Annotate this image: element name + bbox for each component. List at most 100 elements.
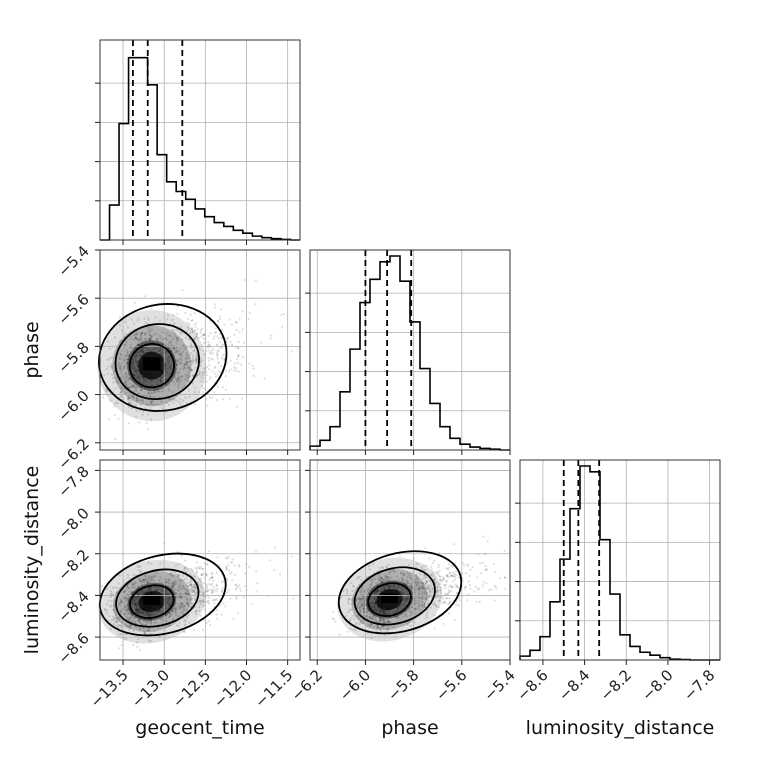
scatter-point	[448, 571, 451, 575]
scatter-point	[215, 398, 218, 402]
scatter-point	[332, 617, 335, 620]
scatter-point	[177, 384, 180, 387]
scatter-point	[133, 381, 136, 384]
scatter-point	[116, 380, 119, 383]
scatter-point	[134, 361, 137, 364]
scatter-point	[208, 343, 211, 346]
scatter-point	[177, 371, 180, 374]
scatter-point	[149, 400, 152, 403]
scatter-point	[235, 369, 238, 372]
scatter-point	[446, 575, 449, 578]
scatter-point	[117, 362, 121, 365]
scatter-point	[290, 555, 293, 558]
scatter-point	[137, 369, 140, 373]
scatter-point	[198, 372, 201, 375]
scatter-point	[207, 359, 210, 362]
scatter-point	[124, 380, 128, 383]
scatter-point	[141, 399, 144, 402]
scatter-point	[132, 643, 135, 647]
scatter-point	[454, 578, 457, 581]
scatter-point	[490, 588, 493, 591]
scatter-point	[164, 367, 167, 371]
scatter-point	[214, 365, 217, 368]
scatter-point	[126, 376, 129, 379]
histogram-phase	[309, 255, 510, 451]
scatter-point	[150, 380, 153, 383]
scatter-point	[216, 587, 219, 591]
scatter-point	[149, 379, 152, 382]
scatter-point	[192, 330, 195, 333]
scatter-point	[149, 333, 152, 336]
scatter-point	[140, 337, 143, 340]
scatter-point	[176, 313, 179, 316]
scatter-point	[457, 604, 460, 607]
scatter-point	[128, 401, 131, 404]
scatter-point	[158, 378, 161, 381]
scatter-point	[235, 587, 238, 590]
scatter-point	[201, 567, 204, 570]
scatter-point	[175, 346, 178, 349]
scatter-point	[145, 380, 148, 384]
scatter-point	[237, 355, 240, 358]
frames-layer	[99, 0, 760, 661]
scatter-point	[129, 344, 133, 347]
xtick-label-luminosity-distance-0: −8.6	[513, 666, 551, 704]
scatter-point	[176, 337, 179, 340]
scatter-point	[134, 387, 137, 390]
scatter-point	[217, 337, 220, 340]
scatter-point	[189, 352, 192, 355]
scatter-point	[148, 328, 151, 332]
scatter-point	[124, 380, 127, 384]
scatter-point	[480, 572, 483, 575]
scatter-point	[225, 340, 228, 343]
scatter-point	[130, 318, 133, 321]
scatter-point	[216, 373, 219, 376]
scatter-point	[176, 305, 179, 308]
scatter-point	[191, 374, 194, 377]
scatter-point	[229, 340, 232, 343]
scatter-point	[132, 358, 135, 361]
scatter-point	[235, 405, 238, 408]
scatter-point	[158, 334, 161, 337]
scatter-point	[186, 357, 189, 360]
scatter-point	[150, 418, 153, 421]
scatter-point	[195, 357, 198, 360]
scatter-point	[128, 382, 131, 385]
scatter-point	[447, 589, 451, 592]
scatter-point	[447, 562, 450, 566]
scatter-point	[207, 357, 210, 360]
scatter-point	[200, 327, 204, 330]
scatter-point	[149, 394, 152, 397]
scatter-point	[108, 418, 111, 421]
scatter-point	[125, 377, 128, 380]
scatter-point	[159, 379, 162, 382]
scatter-point	[124, 354, 127, 357]
scatter-point	[110, 367, 114, 370]
ytick-label-phase-4: −5.4	[54, 242, 92, 280]
scatter-point	[451, 571, 455, 574]
scatter-point	[123, 366, 126, 369]
scatter-point	[183, 384, 186, 387]
scatter-point	[229, 359, 232, 362]
scatter-point	[242, 356, 245, 359]
scatter-point	[141, 351, 144, 354]
scatter-point	[233, 362, 237, 365]
scatter-point	[131, 358, 134, 361]
scatter-point	[220, 337, 223, 340]
scatter-point	[485, 567, 488, 571]
scatter-point	[129, 402, 133, 405]
scatter-point	[223, 358, 226, 362]
scatter-point	[450, 586, 453, 589]
scatter-point	[113, 336, 117, 339]
scatter-point	[201, 573, 205, 576]
scatter-point	[207, 602, 211, 605]
scatter-point	[209, 351, 212, 354]
scatter-point	[203, 367, 206, 370]
scatter-point	[168, 355, 171, 359]
scatter-point	[126, 358, 130, 361]
scatter-point	[137, 392, 140, 395]
scatter-point	[127, 398, 130, 401]
scatter-point	[190, 327, 193, 330]
scatter-point	[133, 338, 136, 341]
scatter-point	[181, 375, 184, 378]
